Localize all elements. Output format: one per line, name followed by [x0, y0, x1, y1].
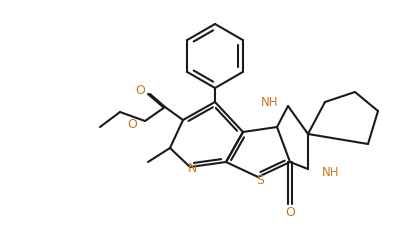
Text: NH: NH	[260, 96, 278, 109]
Text: O: O	[285, 206, 295, 219]
Text: O: O	[135, 83, 145, 96]
Text: S: S	[256, 174, 264, 187]
Text: N: N	[187, 162, 197, 175]
Text: O: O	[127, 118, 137, 131]
Text: NH: NH	[322, 166, 339, 179]
